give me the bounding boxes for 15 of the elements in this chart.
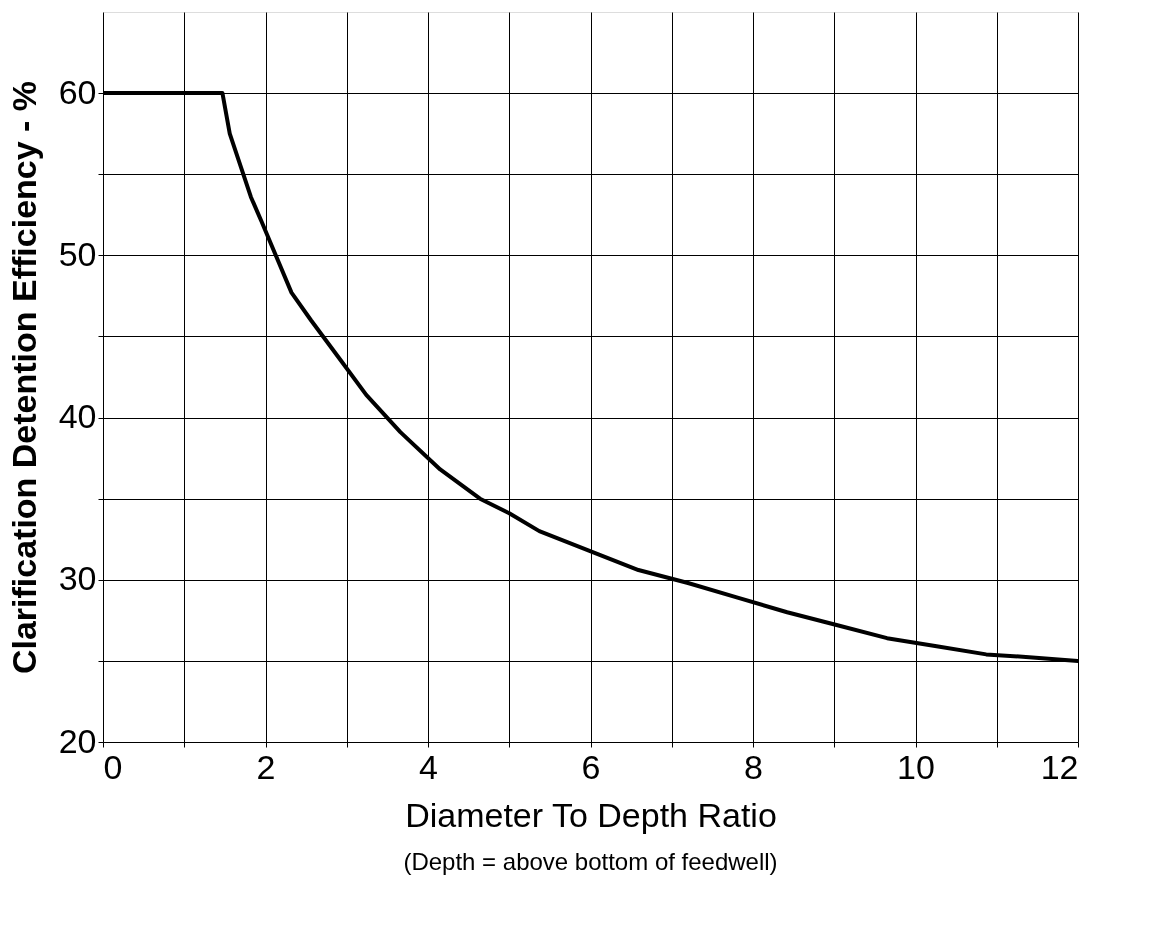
y-tick-label: 40 — [58, 397, 97, 436]
x-tick-label: 12 — [1040, 747, 1079, 786]
x-axis-title: Diameter To Depth Ratio — [405, 795, 777, 834]
x-tick-label: 10 — [897, 747, 935, 786]
x-tick-label: 0 — [103, 747, 123, 786]
x-tick-label: 6 — [581, 747, 601, 786]
y-tick-label: 60 — [58, 72, 97, 111]
x-tick-label: 8 — [744, 747, 763, 786]
x-tick-label: 4 — [419, 747, 438, 786]
text: (Depth = above bottom of feedwell) — [403, 848, 778, 875]
y-tick-label: 20 — [58, 721, 97, 760]
y-tick-label: 50 — [58, 234, 97, 273]
y-tick-label: 30 — [58, 559, 97, 598]
y-axis-title: Clarification Detention Efficiency - % — [4, 80, 43, 675]
x-tick-label: 2 — [256, 747, 276, 786]
